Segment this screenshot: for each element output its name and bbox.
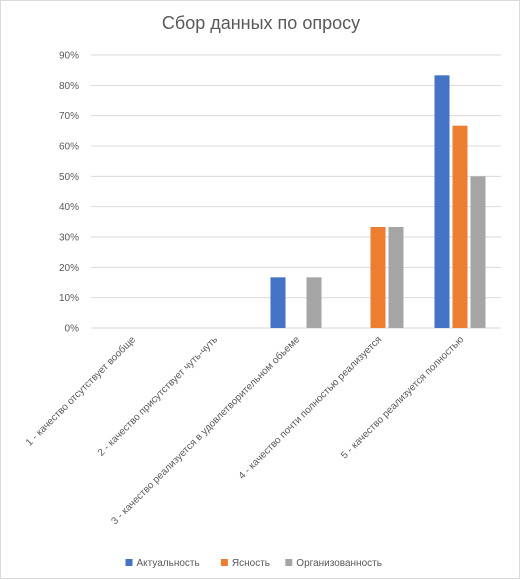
bars (270, 75, 486, 328)
legend-label: Актуальность (137, 558, 200, 569)
y-tick-label: 10% (59, 293, 79, 304)
grid (91, 54, 501, 329)
legend: Актуальность Ясность Организованность (125, 558, 382, 569)
legend-swatch (285, 559, 293, 566)
bar (306, 277, 322, 328)
y-tick-label: 80% (59, 81, 79, 92)
x-category-label: 4 - качество почти полностью реализуется (237, 334, 384, 481)
y-tick-label: 60% (59, 142, 79, 153)
y-tick-label: 50% (59, 172, 79, 183)
bar (388, 226, 404, 328)
y-tick-label: 70% (59, 111, 79, 122)
legend-swatch (125, 559, 133, 566)
chart-title: Сбор данных по опросу (162, 13, 360, 33)
y-tick-label: 40% (59, 202, 79, 213)
y-tick-label: 90% (59, 51, 79, 62)
y-axis-ticks: 0% 10% 20% 30% 40% 50% 60% 70% 80% 90% (59, 51, 79, 335)
bar (370, 226, 386, 328)
legend-label: Организованность (296, 558, 382, 569)
bar (434, 75, 450, 328)
y-tick-label: 0% (65, 324, 80, 335)
bar (470, 176, 486, 328)
legend-label: Ясность (232, 558, 270, 569)
bar (452, 125, 468, 328)
y-tick-label: 20% (59, 263, 79, 274)
bar (270, 277, 286, 328)
x-category-label: 3 - качество реализуется в удовлетворите… (109, 333, 303, 527)
y-tick-label: 30% (59, 233, 79, 244)
legend-swatch (220, 559, 228, 566)
